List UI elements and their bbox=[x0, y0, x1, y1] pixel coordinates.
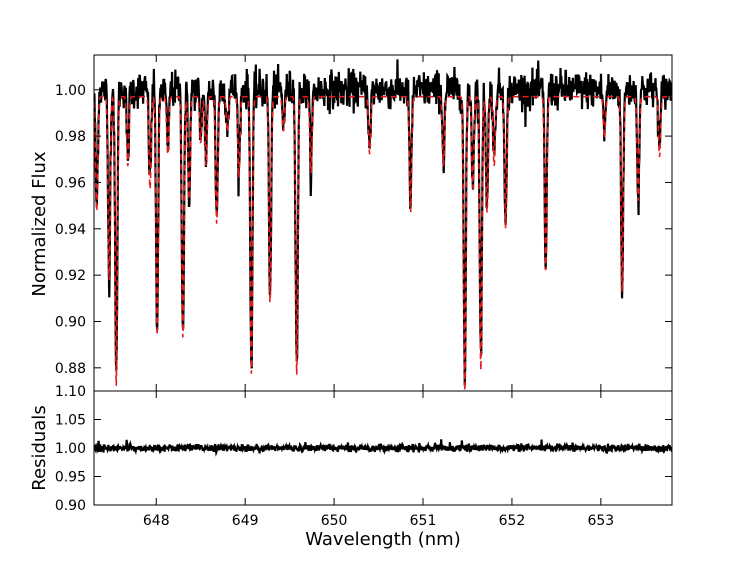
flux-y-tick-label: 1.00 bbox=[55, 83, 86, 99]
flux-y-tick-label: 0.94 bbox=[55, 222, 86, 238]
residuals-y-tick-label: 1.05 bbox=[55, 413, 86, 429]
flux-y-axis-label: Normalized Flux bbox=[29, 151, 50, 297]
model-spectrum-line bbox=[94, 95, 672, 391]
flux-bottom-tick-label: 1.10 bbox=[55, 384, 86, 400]
residuals-line bbox=[94, 439, 672, 457]
flux-y-tick-label: 0.88 bbox=[55, 361, 86, 377]
flux-y-ticks: 0.88 0.90 0.92 0.94 0.96 0.98 1.00 bbox=[55, 83, 672, 377]
residuals-plot-area bbox=[94, 439, 672, 457]
x-tick-label: 650 bbox=[321, 513, 348, 529]
x-tick-label: 651 bbox=[410, 513, 437, 529]
residuals-panel: 0.90 0.95 1.00 1.05 648 649 650 651 652 653 Resi… bbox=[29, 55, 673, 550]
flux-panel: 0.88 0.90 0.92 0.94 0.96 0.98 1.00 1.10 Normal… bbox=[29, 54, 673, 400]
residuals-y-tick-label: 1.00 bbox=[55, 441, 86, 457]
residuals-y-tick-label: 0.90 bbox=[55, 498, 86, 514]
x-tick-label: 652 bbox=[499, 513, 526, 529]
x-axis-label: Wavelength (nm) bbox=[305, 529, 461, 550]
flux-y-tick-label: 0.98 bbox=[55, 129, 86, 145]
residuals-y-axis-label: Residuals bbox=[29, 405, 50, 490]
flux-y-tick-label: 0.90 bbox=[55, 314, 86, 330]
flux-y-tick-label: 0.92 bbox=[55, 268, 86, 284]
residuals-y-tick-label: 0.95 bbox=[55, 470, 86, 486]
flux-plot-area bbox=[94, 59, 672, 391]
flux-y-tick-label: 0.96 bbox=[55, 175, 86, 191]
x-tick-label: 648 bbox=[143, 513, 170, 529]
x-tick-label: 653 bbox=[587, 513, 614, 529]
x-ticks: 648 649 650 651 652 653 bbox=[143, 55, 614, 529]
x-tick-label: 649 bbox=[232, 513, 259, 529]
residuals-y-ticks: 0.90 0.95 1.00 1.05 bbox=[55, 413, 672, 514]
